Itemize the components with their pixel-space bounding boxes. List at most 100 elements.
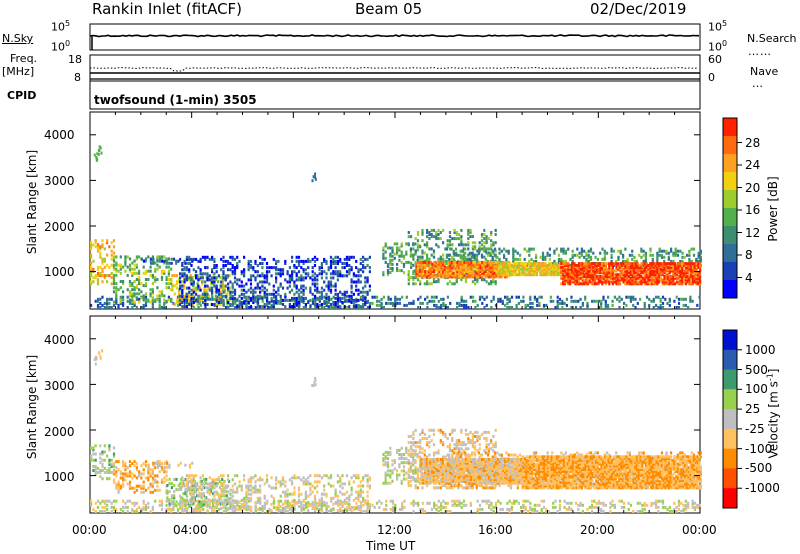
range-gate-cell xyxy=(469,501,472,505)
range-gate-cell xyxy=(313,272,317,276)
range-gate-cell xyxy=(674,275,677,278)
range-gate-cell xyxy=(432,278,436,282)
range-gate-cell xyxy=(236,262,239,265)
range-gate-cell xyxy=(430,233,433,236)
range-gate-cell xyxy=(96,249,100,253)
range-gate-cell xyxy=(147,501,150,505)
range-gate-cell xyxy=(690,265,693,269)
range-gate-cell xyxy=(160,501,164,505)
range-gate-cell xyxy=(448,241,452,245)
range-gate-cell xyxy=(663,280,666,284)
range-gate-cell xyxy=(318,295,321,299)
range-gate-cell xyxy=(642,249,645,253)
range-gate-cell xyxy=(452,275,455,279)
range-gate-cell xyxy=(469,228,472,232)
range-gate-cell xyxy=(240,280,243,284)
range-gate-cell xyxy=(391,250,394,254)
range-gate-cell xyxy=(183,280,186,284)
range-gate-cell xyxy=(433,262,436,266)
range-gate-cell xyxy=(206,303,209,306)
range-gate-cell xyxy=(690,276,693,280)
range-gate-cell xyxy=(112,462,116,466)
range-gate-cell xyxy=(302,259,305,263)
range-gate-cell xyxy=(681,251,684,255)
range-gate-cell xyxy=(697,271,700,275)
range-gate-cell xyxy=(512,262,515,266)
range-gate-cell xyxy=(620,269,623,273)
range-gate-cell xyxy=(444,501,447,505)
range-gate-cell xyxy=(586,264,590,267)
range-gate-cell xyxy=(90,247,93,251)
range-gate-cell xyxy=(231,284,234,288)
range-gate-cell xyxy=(595,264,598,267)
range-gate-cell xyxy=(507,249,510,253)
range-gate-cell xyxy=(142,468,145,472)
range-gate-cell xyxy=(573,262,577,265)
range-gate-cell xyxy=(562,276,565,280)
range-gate-cell xyxy=(286,505,289,509)
range-gate-cell xyxy=(199,272,202,276)
range-gate-cell xyxy=(687,505,690,509)
range-gate-cell xyxy=(135,284,138,288)
range-gate-cell xyxy=(611,280,614,284)
range-gate-cell xyxy=(92,280,95,284)
range-gate-cell xyxy=(241,507,244,511)
range-gate-cell xyxy=(393,256,396,260)
range-gate-cell xyxy=(252,290,255,294)
range-gate-cell xyxy=(553,269,556,273)
range-gate-cell xyxy=(591,503,594,507)
range-gate-cell xyxy=(539,262,542,266)
range-gate-cell xyxy=(110,272,113,275)
range-gate-cell xyxy=(221,490,224,494)
range-gate-cell xyxy=(657,499,660,503)
range-gate-cell xyxy=(188,270,191,274)
range-gate-cell xyxy=(119,263,122,267)
range-gate-cell xyxy=(350,301,353,304)
range-gate-cell xyxy=(131,282,134,286)
range-gate-cell xyxy=(689,295,692,299)
range-gate-cell xyxy=(677,306,681,309)
range-gate-cell xyxy=(684,273,687,277)
range-gate-cell xyxy=(126,299,129,303)
range-gate-cell xyxy=(108,265,111,269)
range-gate-cell xyxy=(128,460,132,464)
range-gate-cell xyxy=(421,507,424,511)
range-gate-cell xyxy=(206,292,209,296)
range-gate-cell xyxy=(364,257,367,261)
range-gate-cell xyxy=(279,299,283,303)
range-gate-cell xyxy=(96,158,99,161)
range-gate-cell xyxy=(665,265,668,269)
range-gate-cell xyxy=(192,482,195,486)
range-gate-cell xyxy=(233,270,237,274)
range-gate-cell xyxy=(135,263,138,267)
range-gate-cell xyxy=(435,237,438,241)
range-gate-cell xyxy=(291,278,294,282)
range-gate-cell xyxy=(259,305,262,309)
range-gate-cell xyxy=(240,292,243,296)
range-gate-cell xyxy=(636,282,639,286)
range-gate-cell xyxy=(485,499,488,503)
range-gate-cell xyxy=(444,276,447,280)
range-gate-cell xyxy=(675,510,678,513)
range-gate-cell xyxy=(572,267,575,271)
range-gate-cell xyxy=(682,303,685,307)
range-gate-cell xyxy=(610,269,613,273)
range-gate-cell xyxy=(407,278,410,282)
range-gate-cell xyxy=(318,272,321,276)
range-gate-cell xyxy=(460,241,463,245)
range-gate-cell xyxy=(541,251,545,255)
range-gate-cell xyxy=(699,282,702,286)
range-gate-cell xyxy=(173,496,176,500)
range-gate-cell xyxy=(268,266,271,270)
range-gate-cell xyxy=(679,259,682,263)
range-gate-cell xyxy=(686,265,689,269)
range-gate-cell xyxy=(154,278,157,281)
range-gate-cell xyxy=(506,301,509,305)
range-gate-cell xyxy=(192,296,195,300)
range-gate-cell xyxy=(439,231,442,234)
range-gate-cell xyxy=(410,301,413,305)
range-gate-cell xyxy=(177,463,180,467)
range-gate-cell xyxy=(151,301,154,305)
range-gate-cell xyxy=(142,499,145,503)
range-gate-cell xyxy=(606,251,609,255)
